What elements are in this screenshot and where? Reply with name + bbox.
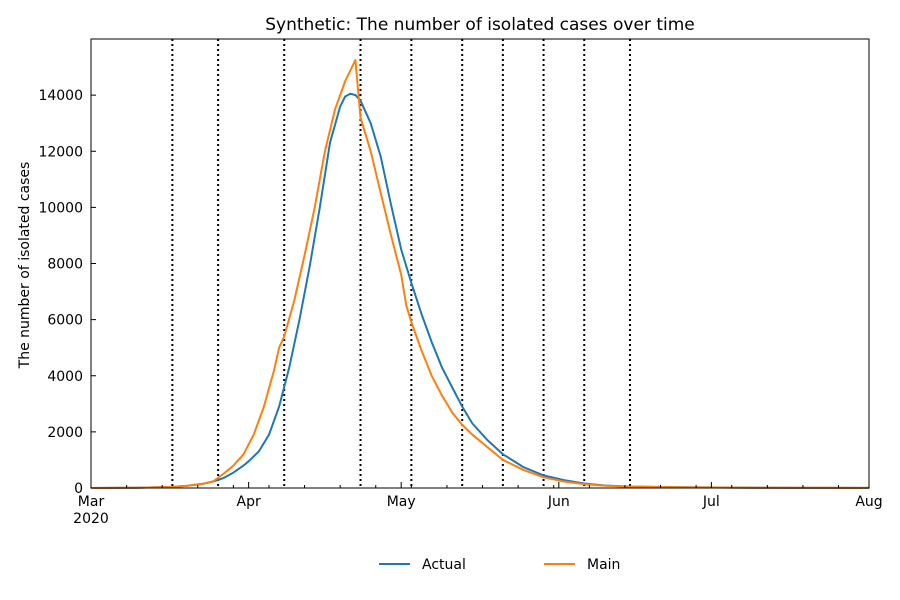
y-tick-label: 10000 bbox=[38, 200, 83, 216]
legend-label-main: Main bbox=[587, 557, 620, 573]
legend: Actual Main bbox=[379, 557, 620, 573]
y-tick-label: 8000 bbox=[47, 257, 83, 273]
series-line-actual bbox=[90, 92, 870, 489]
series-line-main bbox=[90, 59, 870, 489]
chart-title: Synthetic: The number of isolated cases … bbox=[265, 15, 694, 35]
y-tick-label: 6000 bbox=[47, 313, 83, 329]
x-tick-label: Aug bbox=[855, 494, 882, 510]
series-layer bbox=[90, 59, 870, 489]
x-tick-sublabel: 2020 bbox=[73, 511, 109, 527]
y-axis-label: The number of isolated cases bbox=[17, 162, 33, 370]
x-tick-label: Jun bbox=[547, 494, 570, 510]
x-tick-label: Mar bbox=[78, 494, 105, 510]
y-tick-label: 12000 bbox=[38, 144, 83, 160]
y-tick-label: 4000 bbox=[47, 369, 83, 385]
y-tick-label: 14000 bbox=[38, 88, 83, 104]
y-axis: 0 2000 4000 6000 8000 10000 12000 14000 bbox=[38, 88, 96, 497]
x-tick-label: Apr bbox=[237, 494, 261, 510]
y-tick-label: 2000 bbox=[47, 425, 83, 441]
x-tick-label: May bbox=[387, 494, 416, 510]
legend-label-actual: Actual bbox=[422, 557, 466, 573]
x-tick-label: Jul bbox=[702, 494, 720, 510]
y-tick-label: 0 bbox=[74, 481, 83, 497]
